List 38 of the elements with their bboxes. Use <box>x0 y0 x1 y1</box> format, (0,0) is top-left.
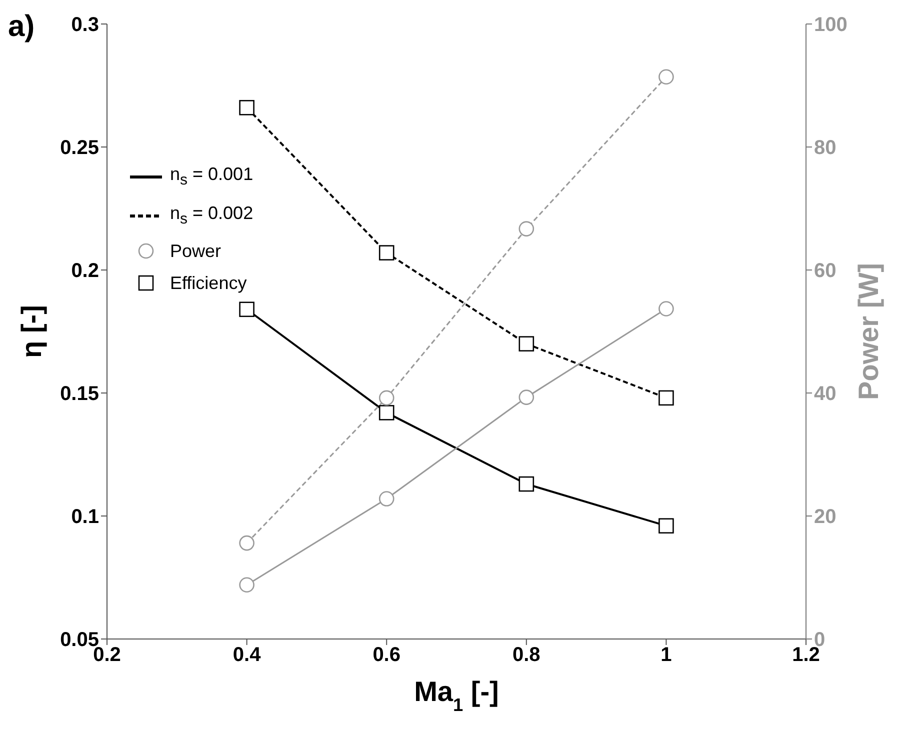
y-tick-label: 0.25 <box>60 137 99 160</box>
point <box>239 535 254 551</box>
point <box>658 390 674 406</box>
annotation: n$_{s}$ = 0.002 <box>170 202 254 228</box>
point <box>378 405 394 420</box>
y-tick-label: 0.3 <box>71 14 99 36</box>
point <box>518 390 534 405</box>
point <box>378 491 394 506</box>
point <box>518 336 534 352</box>
point <box>239 577 254 593</box>
y-tick-label: 0.1 <box>71 506 99 528</box>
x-axis-title: Ma$_{1}$ [-] <box>414 676 499 715</box>
x-tick-label: 0.8 <box>512 644 540 666</box>
point <box>378 390 394 406</box>
legend-label: Efficiency <box>170 272 247 296</box>
x-tick-label: 1 <box>660 644 672 666</box>
y-axis-title: η [-] <box>16 305 47 358</box>
point <box>239 100 254 116</box>
point <box>658 301 674 316</box>
y-tick-label: 0.15 <box>60 383 99 406</box>
point <box>239 302 254 318</box>
annotation: n$_{s}$ = 0.001 <box>170 164 254 189</box>
y2-tick-label: 60 <box>814 260 836 282</box>
y2-axis-title: Power [W] <box>853 263 884 400</box>
point <box>518 221 534 236</box>
y2-tick-label: 20 <box>814 506 836 528</box>
y2-tick-label: 40 <box>814 383 836 406</box>
point <box>378 245 394 260</box>
point <box>658 518 674 534</box>
legend-label: Power <box>170 240 222 264</box>
point <box>658 69 674 85</box>
x-tick-label: 0.4 <box>232 644 262 666</box>
point <box>518 476 534 492</box>
y2-tick-label: 100 <box>814 14 848 36</box>
y-tick-label: 0.2 <box>71 260 99 282</box>
x-tick-label: 0.6 <box>372 644 401 666</box>
y2-tick-label: 80 <box>814 137 836 160</box>
text: a) <box>8 10 35 43</box>
